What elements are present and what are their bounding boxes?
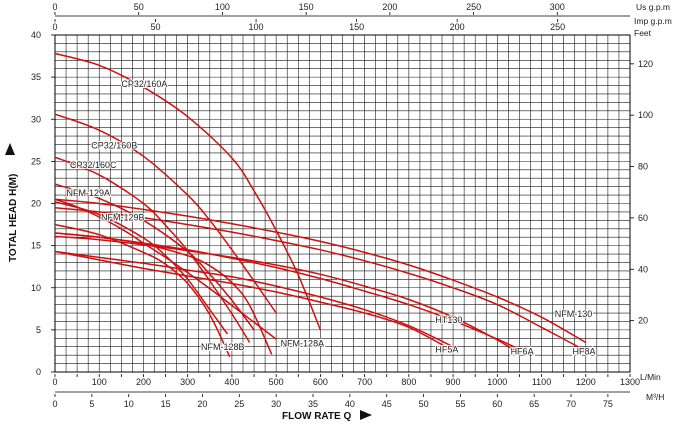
curve-label: CP32/160C	[70, 160, 117, 170]
curve-label: NFM-128B	[201, 342, 245, 352]
x-tick-label: 1200	[576, 377, 596, 387]
top2-tick-label: 50	[151, 22, 161, 32]
curve-label: HT130	[435, 315, 462, 325]
x2-tick-label: 10	[124, 399, 134, 409]
curve-nfm-129b	[54, 201, 229, 335]
x-tick-label: 100	[92, 377, 107, 387]
right-tick-label: 40	[638, 264, 648, 274]
curve-label: HF6A	[511, 346, 534, 356]
x2-tick-label: 60	[492, 399, 502, 409]
curve-hf6a	[54, 235, 520, 355]
y-axis-arrow-icon	[5, 143, 15, 155]
top-tick-label: 250	[466, 2, 481, 12]
curve-ht130	[54, 250, 454, 348]
y-tick-label: 0	[36, 367, 41, 377]
y-tick-label: 15	[31, 241, 41, 251]
x2-tick-label: 35	[308, 399, 318, 409]
curves	[54, 52, 587, 358]
bottom-axis-label-lmin: L/Min	[640, 372, 661, 382]
top2-tick-label: 150	[349, 22, 364, 32]
top2-tick-label: 100	[249, 22, 264, 32]
curve-unlabeled-12	[54, 198, 277, 340]
y-tick-label: 25	[31, 156, 41, 166]
top-tick-label: 100	[215, 2, 230, 12]
top2-axis-label-impgpm: Imp g.p.m	[634, 16, 672, 26]
x-tick-label: 600	[313, 377, 328, 387]
x2-tick-label: 55	[455, 399, 465, 409]
curve-label: CP32/160A	[121, 79, 167, 89]
curve-label: HF8A	[573, 346, 596, 356]
right-tick-label: 100	[638, 110, 653, 120]
x-tick-label: 0	[52, 377, 57, 387]
x-tick-label: 300	[180, 377, 195, 387]
right-axis-label-feet: Feet	[634, 28, 652, 38]
right-tick-label: 20	[638, 316, 648, 326]
top2-tick-label: 250	[550, 22, 565, 32]
x-axis-title: FLOW RATE Q	[282, 411, 351, 422]
x2-tick-label: 5	[89, 399, 94, 409]
top-tick-label: 50	[134, 2, 144, 12]
right-tick-label: 60	[638, 213, 648, 223]
top2-tick-label: 200	[450, 22, 465, 32]
x-tick-label: 400	[224, 377, 239, 387]
curve-cp32-160b	[54, 113, 277, 314]
y-tick-label: 40	[31, 30, 41, 40]
x2-tick-label: 75	[603, 399, 613, 409]
curve-label: NFM-128A	[281, 339, 325, 349]
y-tick-label: 10	[31, 283, 41, 293]
x-tick-label: 800	[401, 377, 416, 387]
grid	[55, 35, 630, 372]
curve-nfm-128b	[54, 223, 231, 358]
curve-cp32-160a	[54, 52, 322, 331]
x2-tick-label: 70	[566, 399, 576, 409]
curve-hf8a	[54, 206, 587, 352]
y-tick-label: 35	[31, 72, 41, 82]
curve-label: NFM-130	[555, 309, 593, 319]
x2-tick-label: 40	[345, 399, 355, 409]
y-tick-label: 30	[31, 114, 41, 124]
curve-label: NFM-129B	[101, 212, 145, 222]
x2-tick-label: 0	[52, 399, 57, 409]
y-axis-title: TOTAL HEAD H(M)	[8, 174, 19, 262]
curve-labels: CP32/160A CP32/160B CP32/160C NFM-129A NFM-1…	[66, 78, 597, 357]
x2-tick-label: 50	[419, 399, 429, 409]
right-tick-label: 80	[638, 162, 648, 172]
curve-label: HF5A	[435, 345, 458, 355]
x2-tick-label: 15	[161, 399, 171, 409]
x2-tick-label: 20	[197, 399, 207, 409]
x-axis-arrow-icon	[360, 410, 372, 420]
curve-nfm-130	[54, 198, 587, 344]
x2-tick-label: 30	[271, 399, 281, 409]
x2-tick-label: 25	[234, 399, 244, 409]
x-tick-label: 1000	[487, 377, 507, 387]
x-tick-label: 700	[357, 377, 372, 387]
x2-tick-label: 45	[382, 399, 392, 409]
curve-cp32-160c	[54, 156, 251, 343]
x-tick-label: 1300	[620, 377, 640, 387]
curve-nfm-129a	[54, 183, 255, 331]
top-tick-label: 150	[299, 2, 314, 12]
top-tick-label: 0	[52, 2, 57, 12]
curve-label: CP32/160B	[91, 141, 137, 151]
x-tick-label: 200	[136, 377, 151, 387]
top2-tick-label: 0	[52, 22, 57, 32]
curve-unlabeled-13	[54, 232, 520, 350]
curve-label: NFM-129A	[67, 188, 111, 198]
bottom2-axis-label-m3h: M³/H	[646, 392, 664, 402]
x2-tick-label: 65	[529, 399, 539, 409]
x-tick-label: 900	[446, 377, 461, 387]
y-tick-label: 5	[36, 325, 41, 335]
y-tick-label: 20	[31, 199, 41, 209]
y-axis-title-group: TOTAL HEAD H(M)	[5, 143, 19, 262]
x-tick-label: 1100	[532, 377, 551, 387]
curve-hf5a	[54, 250, 454, 352]
top-tick-label: 300	[550, 2, 565, 12]
curve-nfm-128a	[54, 232, 273, 355]
x-tick-label: 500	[269, 377, 284, 387]
top-axis-label-usgpm: Us g.p.m	[636, 2, 670, 12]
top-tick-label: 200	[382, 2, 397, 12]
right-tick-label: 120	[638, 59, 653, 69]
